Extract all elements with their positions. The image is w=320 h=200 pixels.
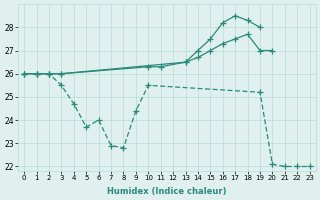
X-axis label: Humidex (Indice chaleur): Humidex (Indice chaleur) [107, 187, 227, 196]
